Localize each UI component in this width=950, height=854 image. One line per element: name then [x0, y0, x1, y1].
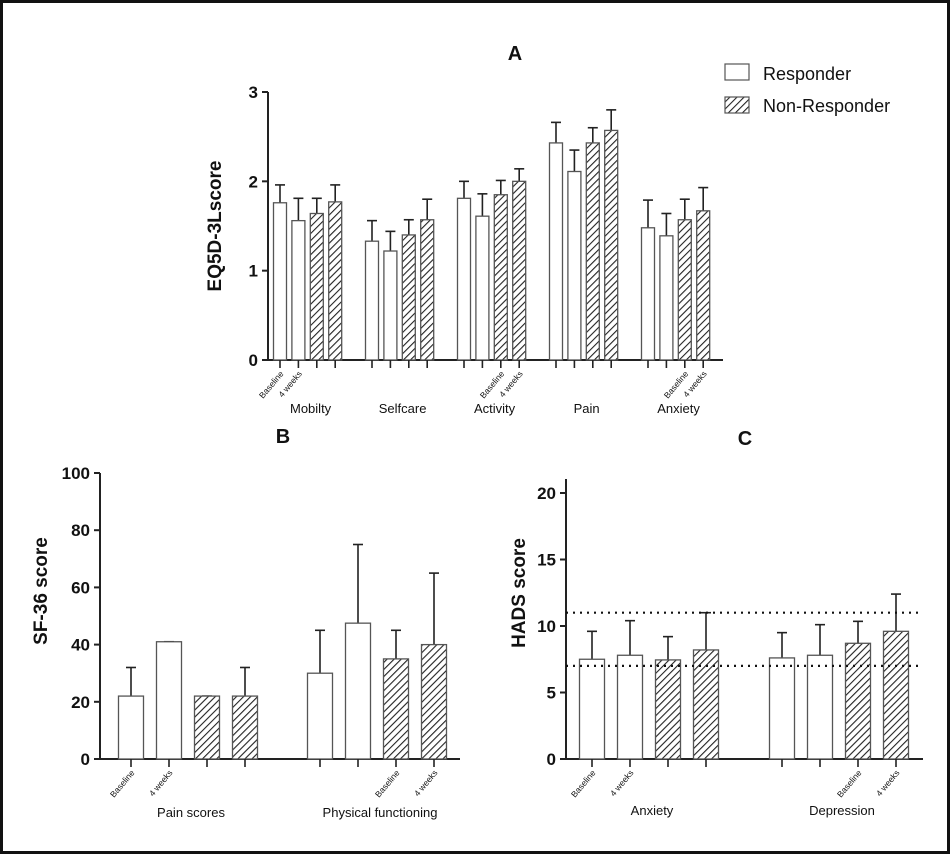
bar-responder-4-weeks: [291, 219, 306, 361]
bar-responder-4-weeks: [475, 215, 490, 361]
legend-label-responder: Responder: [763, 64, 851, 84]
bar-responder-baseline: [768, 657, 796, 760]
panel-title: C: [738, 428, 752, 450]
x-tick-label-baseline: Baseline: [835, 768, 864, 800]
y-tick-label: 80: [71, 521, 90, 540]
y-tick-label: 20: [71, 693, 90, 712]
category-label: Pain scores: [157, 805, 225, 820]
y-tick-label: 0: [249, 351, 258, 370]
bar-non-responder-4-weeks: [696, 210, 711, 361]
y-tick-label: 1: [249, 262, 258, 281]
bar-responder-4-weeks: [155, 641, 183, 760]
panel-title: B: [276, 426, 290, 448]
bar-non-responder-baseline: [401, 234, 416, 361]
bar-non-responder-baseline: [382, 658, 410, 760]
bar-responder-4-weeks: [383, 250, 398, 361]
bar-responder-baseline: [364, 240, 380, 361]
legend-label-non-responder: Non-Responder: [763, 96, 890, 116]
x-tick-label-4-weeks: 4 weeks: [412, 768, 440, 798]
bar-responder-4-weeks: [567, 170, 582, 361]
y-tick-label: 0: [547, 750, 556, 769]
bar-non-responder-baseline: [654, 659, 682, 760]
x-tick-label-4-weeks: 4 weeks: [874, 768, 902, 798]
y-tick-label: 0: [81, 750, 90, 769]
x-tick-label-baseline: Baseline: [569, 768, 598, 800]
legend: Responder Non-Responder: [724, 63, 890, 116]
bar-responder-baseline: [117, 695, 145, 760]
category-label: Pain: [574, 401, 600, 416]
category-label: Mobilty: [290, 401, 332, 416]
bar-non-responder-4-weeks: [420, 643, 448, 760]
bar-non-responder-4-weeks: [512, 180, 527, 361]
category-label: Anxiety: [657, 401, 700, 416]
y-tick-label: 60: [71, 578, 90, 597]
figure-svg: Responder Non-Responder A EQ5D-3Lscore 0 1 2…: [31, 43, 923, 820]
bar-non-responder-baseline: [585, 142, 600, 361]
y-tick-label: 100: [62, 464, 90, 483]
bar-responder-baseline: [578, 658, 606, 760]
bar-non-responder-baseline: [309, 212, 324, 361]
category-label: Depression: [809, 803, 875, 818]
chart-panel-C: C HADS score 0 5 10 15 20 Baseline 4 weeks Anxiet…: [509, 428, 923, 818]
y-tick-label: 3: [249, 83, 258, 102]
y-axis-title: SF-36 score: [31, 537, 52, 645]
y-tick-label: 15: [537, 551, 556, 570]
bar-responder-4-weeks: [659, 235, 674, 361]
bar-non-responder-baseline: [193, 695, 221, 760]
y-tick-label: 10: [537, 617, 556, 636]
bar-non-responder-baseline: [677, 219, 692, 361]
legend-swatch-non-responder: [724, 96, 750, 114]
bar-non-responder-baseline: [844, 642, 872, 760]
category-label: Physical functioning: [323, 805, 438, 820]
y-axis-title: HADS score: [509, 538, 530, 648]
bar-responder-baseline: [456, 197, 472, 361]
bar-non-responder-4-weeks: [328, 201, 343, 361]
y-tick-label: 20: [537, 484, 556, 503]
bar-non-responder-4-weeks: [604, 129, 619, 361]
x-tick-label-baseline: Baseline: [108, 768, 137, 800]
bar-non-responder-4-weeks: [420, 219, 435, 361]
bar-responder-baseline: [306, 672, 334, 760]
x-tick-label-4-weeks: 4 weeks: [608, 768, 636, 798]
panel-title: A: [508, 43, 522, 65]
bar-non-responder-baseline: [493, 194, 508, 361]
category-label: Selfcare: [379, 401, 427, 416]
legend-swatch-responder: [724, 63, 750, 81]
bar-responder-baseline: [548, 142, 564, 361]
category-label: Activity: [474, 401, 516, 416]
y-tick-label: 40: [71, 636, 90, 655]
chart-panel-B: B SF-36 score 0 20 40 60 80 100 Baseline 4 weeks P…: [31, 426, 460, 820]
bar-non-responder-4-weeks: [692, 649, 720, 760]
bar-responder-baseline: [640, 227, 656, 361]
category-label: Anxiety: [631, 803, 674, 818]
bar-responder-4-weeks: [806, 654, 834, 760]
bar-responder-baseline: [272, 202, 288, 361]
x-tick-label-baseline: Baseline: [373, 768, 402, 800]
x-tick-label-4-weeks: 4 weeks: [147, 768, 175, 798]
bar-non-responder-4-weeks: [882, 630, 910, 760]
bar-responder-4-weeks: [616, 654, 644, 760]
bar-responder-4-weeks: [344, 622, 372, 760]
y-axis-title: EQ5D-3Lscore: [205, 161, 226, 292]
bar-non-responder-4-weeks: [231, 695, 259, 760]
y-tick-label: 2: [249, 172, 258, 191]
y-tick-label: 5: [547, 684, 556, 703]
